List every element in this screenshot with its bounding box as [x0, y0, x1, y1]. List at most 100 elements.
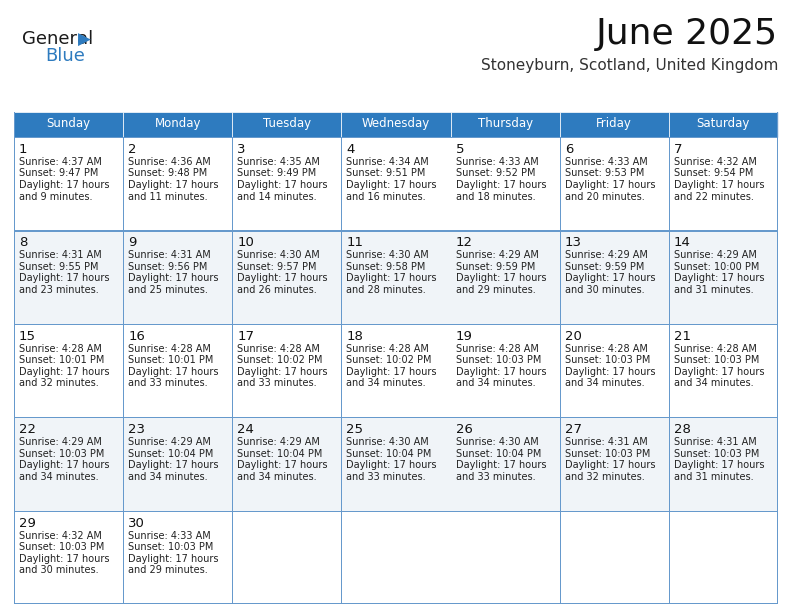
Text: Sunset: 10:02 PM: Sunset: 10:02 PM [238, 356, 323, 365]
Text: 8: 8 [19, 236, 28, 250]
Bar [232, 417, 233, 510]
Text: and 33 minutes.: and 33 minutes. [128, 378, 208, 388]
Bar [341, 230, 342, 324]
Text: Daylight: 17 hours: Daylight: 17 hours [565, 367, 655, 377]
Text: 26: 26 [455, 424, 473, 436]
Text: Sunset: 10:04 PM: Sunset: 10:04 PM [346, 449, 432, 459]
Text: Sunset: 9:52 PM: Sunset: 9:52 PM [455, 168, 535, 179]
Bar [14, 230, 778, 231]
Text: 10: 10 [238, 236, 254, 250]
Text: and 30 minutes.: and 30 minutes. [19, 565, 99, 575]
Text: and 33 minutes.: and 33 minutes. [238, 378, 317, 388]
Text: Daylight: 17 hours: Daylight: 17 hours [346, 460, 437, 470]
Text: Sunrise: 4:33 AM: Sunrise: 4:33 AM [565, 157, 648, 167]
Text: Daylight: 17 hours: Daylight: 17 hours [19, 274, 109, 283]
Text: 5: 5 [455, 143, 464, 156]
Text: Daylight: 17 hours: Daylight: 17 hours [19, 367, 109, 377]
Text: Sunrise: 4:31 AM: Sunrise: 4:31 AM [565, 437, 648, 447]
Bar [14, 230, 778, 324]
Text: and 31 minutes.: and 31 minutes. [674, 285, 753, 295]
Text: Sunrise: 4:28 AM: Sunrise: 4:28 AM [674, 344, 756, 354]
Text: Sunset: 10:04 PM: Sunset: 10:04 PM [455, 449, 541, 459]
Text: Sunrise: 4:31 AM: Sunrise: 4:31 AM [128, 250, 211, 260]
Text: Wednesday: Wednesday [362, 117, 430, 130]
Text: Sunrise: 4:30 AM: Sunrise: 4:30 AM [346, 437, 429, 447]
Bar [777, 112, 778, 604]
Bar [123, 324, 124, 417]
Text: and 33 minutes.: and 33 minutes. [455, 472, 535, 482]
Text: Sunrise: 4:28 AM: Sunrise: 4:28 AM [346, 344, 429, 354]
Text: Sunset: 9:59 PM: Sunset: 9:59 PM [565, 262, 644, 272]
Text: Sunset: 9:59 PM: Sunset: 9:59 PM [455, 262, 535, 272]
Bar [669, 137, 670, 230]
Bar [123, 417, 124, 510]
Text: Sunset: 10:03 PM: Sunset: 10:03 PM [565, 449, 650, 459]
Bar [341, 417, 342, 510]
Text: Daylight: 17 hours: Daylight: 17 hours [565, 460, 655, 470]
Text: Daylight: 17 hours: Daylight: 17 hours [128, 460, 219, 470]
Text: Sunrise: 4:29 AM: Sunrise: 4:29 AM [19, 437, 102, 447]
Text: Sunrise: 4:31 AM: Sunrise: 4:31 AM [19, 250, 101, 260]
Bar [14, 324, 778, 417]
Text: Sunrise: 4:36 AM: Sunrise: 4:36 AM [128, 157, 211, 167]
Text: 9: 9 [128, 236, 136, 250]
Bar [560, 137, 561, 230]
Text: 14: 14 [674, 236, 691, 250]
Text: and 33 minutes.: and 33 minutes. [346, 472, 426, 482]
Text: Sunrise: 4:30 AM: Sunrise: 4:30 AM [346, 250, 429, 260]
Text: 2: 2 [128, 143, 137, 156]
Text: and 20 minutes.: and 20 minutes. [565, 192, 645, 201]
Text: Daylight: 17 hours: Daylight: 17 hours [455, 180, 546, 190]
Text: and 32 minutes.: and 32 minutes. [19, 378, 99, 388]
Text: Sunrise: 4:28 AM: Sunrise: 4:28 AM [238, 344, 320, 354]
Text: Sunrise: 4:31 AM: Sunrise: 4:31 AM [674, 437, 756, 447]
Text: Sunset: 9:51 PM: Sunset: 9:51 PM [346, 168, 426, 179]
Text: Sunset: 10:00 PM: Sunset: 10:00 PM [674, 262, 760, 272]
Text: Tuesday: Tuesday [263, 117, 311, 130]
Text: and 32 minutes.: and 32 minutes. [565, 472, 645, 482]
Text: Sunrise: 4:30 AM: Sunrise: 4:30 AM [455, 437, 539, 447]
Text: and 23 minutes.: and 23 minutes. [19, 285, 99, 295]
Bar [14, 417, 778, 510]
Text: Sunrise: 4:32 AM: Sunrise: 4:32 AM [674, 157, 756, 167]
Text: 12: 12 [455, 236, 473, 250]
Text: Sunrise: 4:28 AM: Sunrise: 4:28 AM [565, 344, 648, 354]
Text: 24: 24 [238, 424, 254, 436]
Bar [232, 137, 233, 230]
Text: Sunset: 10:02 PM: Sunset: 10:02 PM [346, 356, 432, 365]
Text: Sunset: 9:47 PM: Sunset: 9:47 PM [19, 168, 98, 179]
Bar [14, 137, 778, 138]
Text: and 16 minutes.: and 16 minutes. [346, 192, 426, 201]
Bar [14, 417, 778, 419]
Text: Sunset: 10:04 PM: Sunset: 10:04 PM [128, 449, 214, 459]
Text: 17: 17 [238, 330, 254, 343]
Bar [669, 417, 670, 510]
Text: Sunrise: 4:29 AM: Sunrise: 4:29 AM [128, 437, 211, 447]
Text: 20: 20 [565, 330, 581, 343]
Bar [341, 137, 342, 230]
Text: 15: 15 [19, 330, 36, 343]
Text: Daylight: 17 hours: Daylight: 17 hours [19, 180, 109, 190]
Text: and 14 minutes.: and 14 minutes. [238, 192, 317, 201]
Text: 3: 3 [238, 143, 246, 156]
Text: and 22 minutes.: and 22 minutes. [674, 192, 754, 201]
Bar [669, 230, 670, 324]
Bar [123, 510, 124, 604]
Text: Daylight: 17 hours: Daylight: 17 hours [238, 274, 328, 283]
Text: 29: 29 [19, 517, 36, 529]
Bar [560, 417, 561, 510]
Bar [232, 510, 233, 604]
Text: Daylight: 17 hours: Daylight: 17 hours [238, 460, 328, 470]
Text: and 34 minutes.: and 34 minutes. [19, 472, 99, 482]
Text: Sunrise: 4:35 AM: Sunrise: 4:35 AM [238, 157, 320, 167]
Bar [669, 112, 778, 137]
Text: Daylight: 17 hours: Daylight: 17 hours [674, 367, 764, 377]
Text: Sunrise: 4:28 AM: Sunrise: 4:28 AM [455, 344, 539, 354]
Text: and 34 minutes.: and 34 minutes. [128, 472, 208, 482]
Bar [232, 324, 233, 417]
Text: 25: 25 [346, 424, 364, 436]
Text: Sunset: 9:48 PM: Sunset: 9:48 PM [128, 168, 208, 179]
Bar [341, 324, 342, 417]
Text: Daylight: 17 hours: Daylight: 17 hours [128, 180, 219, 190]
Text: Daylight: 17 hours: Daylight: 17 hours [128, 367, 219, 377]
